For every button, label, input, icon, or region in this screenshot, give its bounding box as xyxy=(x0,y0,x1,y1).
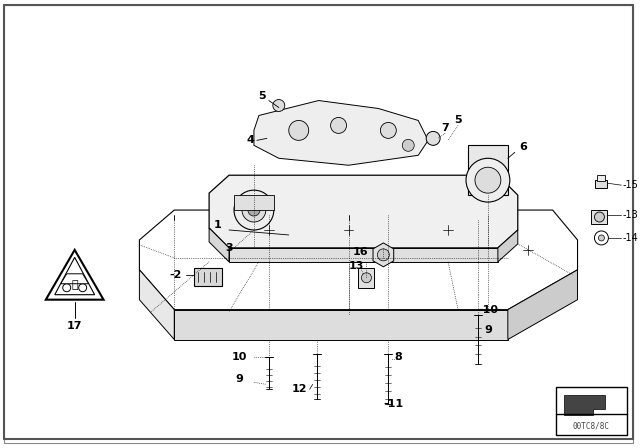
Text: -2: -2 xyxy=(170,270,182,280)
Text: 5: 5 xyxy=(454,116,462,125)
Text: 4: 4 xyxy=(247,135,255,145)
Text: -13: -13 xyxy=(622,210,638,220)
Text: 10: 10 xyxy=(231,353,246,362)
Text: 13: 13 xyxy=(349,261,364,271)
Bar xyxy=(556,388,627,435)
Polygon shape xyxy=(234,195,274,210)
Circle shape xyxy=(331,117,346,134)
Polygon shape xyxy=(140,210,577,310)
Polygon shape xyxy=(468,145,508,195)
Bar xyxy=(595,180,607,188)
Bar xyxy=(598,175,605,181)
Circle shape xyxy=(403,139,414,151)
Circle shape xyxy=(79,284,86,292)
Circle shape xyxy=(466,158,510,202)
Text: 9: 9 xyxy=(484,324,492,335)
Text: 12: 12 xyxy=(291,384,307,394)
Text: -14: -14 xyxy=(622,233,638,243)
Circle shape xyxy=(234,190,274,230)
Text: 8: 8 xyxy=(394,353,402,362)
Polygon shape xyxy=(564,395,605,415)
Circle shape xyxy=(426,131,440,145)
Circle shape xyxy=(289,121,308,140)
Circle shape xyxy=(63,284,70,292)
Text: -15: -15 xyxy=(622,180,638,190)
Text: 00TC8/8C: 00TC8/8C xyxy=(573,422,610,431)
Circle shape xyxy=(595,231,609,245)
Text: 9: 9 xyxy=(235,375,243,384)
Polygon shape xyxy=(46,250,104,300)
Polygon shape xyxy=(209,175,518,248)
Circle shape xyxy=(273,99,285,112)
Polygon shape xyxy=(61,274,88,284)
Text: 6: 6 xyxy=(519,142,527,152)
Polygon shape xyxy=(174,310,508,340)
Text: 16: 16 xyxy=(353,247,368,257)
Polygon shape xyxy=(254,100,428,165)
Text: 17: 17 xyxy=(67,321,83,331)
Circle shape xyxy=(598,235,604,241)
Circle shape xyxy=(242,198,266,222)
Circle shape xyxy=(380,122,396,138)
Circle shape xyxy=(362,273,371,283)
Polygon shape xyxy=(140,270,174,340)
Polygon shape xyxy=(55,257,95,295)
Text: 5: 5 xyxy=(258,90,266,100)
Bar xyxy=(358,268,374,288)
Bar xyxy=(591,210,607,224)
Polygon shape xyxy=(498,230,518,262)
Circle shape xyxy=(248,204,260,216)
Polygon shape xyxy=(209,228,229,262)
Polygon shape xyxy=(508,270,577,340)
Text: -10: -10 xyxy=(478,305,498,314)
Text: 🚗: 🚗 xyxy=(72,280,78,290)
Circle shape xyxy=(595,212,604,222)
Polygon shape xyxy=(229,248,498,262)
Bar xyxy=(194,268,222,286)
Text: 3: 3 xyxy=(225,243,233,253)
Text: 7: 7 xyxy=(441,123,449,134)
Circle shape xyxy=(378,249,389,261)
Text: 1: 1 xyxy=(213,220,221,230)
Text: -11: -11 xyxy=(383,399,403,409)
Polygon shape xyxy=(373,243,394,267)
Circle shape xyxy=(475,167,501,193)
